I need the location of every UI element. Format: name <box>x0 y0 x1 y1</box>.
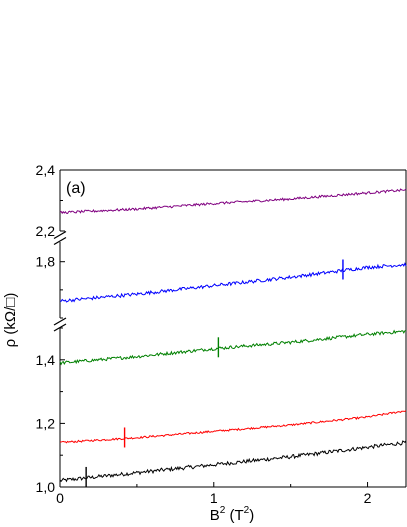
y-tick-label-4: 2,2 <box>36 223 56 239</box>
series-line-1 <box>59 410 407 444</box>
series-line-0 <box>59 440 407 483</box>
panel-label: (a) <box>66 180 86 197</box>
axis-break-mark-1-a <box>53 230 67 240</box>
y-tick-label-2: 1,4 <box>36 352 56 368</box>
y-tick-label-3: 1,8 <box>36 254 56 270</box>
y-axis-title: ρ (kΩ/□) <box>2 293 19 348</box>
y-tick-label-1: 1,2 <box>36 415 56 431</box>
series-line-4 <box>59 188 407 215</box>
y-tick-label-5: 2,4 <box>36 162 56 178</box>
y-tick-label-0: 1,0 <box>36 479 56 495</box>
x-tick-label-0: 0 <box>56 490 64 506</box>
series-layer <box>59 188 407 483</box>
x-tick-label-2: 2 <box>364 490 372 506</box>
series-line-2 <box>59 329 407 366</box>
series-line-3 <box>60 262 407 303</box>
ticks-layer: 0 1 2 1,0 1,2 1,4 1,8 2,2 2,4 <box>36 162 372 506</box>
x-axis-title: B2 (T2) <box>210 505 254 524</box>
axis-breaks <box>53 230 67 332</box>
axis-break-mark-1-b <box>53 236 67 246</box>
axis-break-mark-0-b <box>53 323 67 332</box>
axis-break-mark-0-a <box>53 317 67 326</box>
markers-layer <box>85 259 344 487</box>
x-tick-label-1: 1 <box>210 490 218 506</box>
